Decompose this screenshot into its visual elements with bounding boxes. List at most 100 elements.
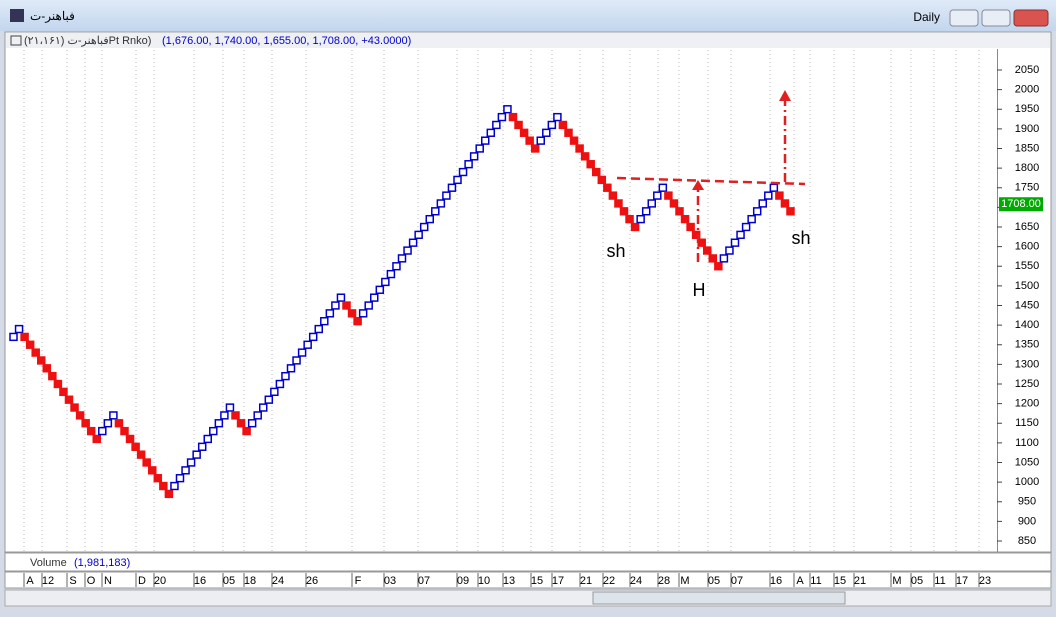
neckline [616,176,806,186]
up-brick [464,160,473,169]
date-label: S [69,575,76,587]
down-brick [619,207,629,216]
y-tick-label: 1050 [1015,456,1039,468]
up-brick [647,199,656,208]
y-tick-label: 1150 [1015,417,1039,429]
up-brick [98,426,107,436]
down-brick [125,434,135,444]
y-tick-label: 950 [1018,496,1036,508]
up-brick [220,411,229,420]
up-brick [536,136,545,145]
up-brick [181,466,190,475]
date-label: 17 [552,575,564,587]
up-brick [275,379,285,389]
down-brick [586,160,595,169]
scroll-thumb[interactable] [592,591,846,605]
up-brick [103,419,113,428]
down-brick [131,442,140,451]
date-label: M [892,575,901,587]
down-brick [608,191,618,200]
up-brick [431,207,440,216]
arrow-head [692,180,704,190]
panel-icon [10,35,22,46]
up-brick [636,214,645,224]
date-label: 26 [306,575,318,587]
up-brick [725,246,734,255]
date-label: 17 [956,575,968,587]
up-brick [375,285,385,294]
down-brick [231,411,240,420]
date-label: 23 [979,575,991,587]
down-brick [775,191,784,200]
window-title: فباهنر-ت [30,9,75,23]
up-brick [764,191,773,200]
up-brick [769,183,779,192]
date-label: O [87,575,96,587]
down-brick [525,136,534,145]
down-brick [603,183,612,192]
date-label: 18 [244,575,256,587]
scrollbar[interactable] [4,589,1052,607]
up-brick [270,387,279,397]
up-brick [719,254,729,263]
up-brick [425,214,434,224]
down-brick [564,128,573,137]
up-brick [392,262,401,271]
up-brick [225,403,235,412]
minimize-button[interactable] [949,9,979,27]
y-tick-label: 900 [1018,515,1036,527]
up-brick [325,309,335,318]
up-brick [408,238,418,247]
date-label: 24 [272,575,284,587]
up-brick [308,332,318,342]
date-label: 12 [42,575,54,587]
volume-label: Volume [30,557,67,569]
up-brick [442,191,451,200]
up-brick [758,199,767,208]
y-tick-label: 1250 [1015,378,1039,390]
date-label: 21 [854,575,866,587]
date-label: 11 [810,575,821,587]
date-label: 10 [478,575,490,587]
down-brick [630,222,640,232]
chart-header [6,33,1050,48]
up-brick [458,167,468,177]
down-brick [714,262,723,271]
date-label: A [796,575,804,587]
date-label: 07 [731,575,743,587]
axis-line [997,49,998,552]
down-brick [136,450,146,459]
y-tick-label: 1000 [1015,476,1039,488]
up-brick [403,246,412,255]
down-brick [159,481,168,491]
chart-header-text: فباهنر-ت (۲۱،۱۶۱)Pt Rnko) [24,35,151,47]
close-button[interactable] [1013,9,1049,27]
date-label: A [26,575,34,587]
up-brick [186,458,196,467]
annotation: H [693,280,706,300]
y-tick-label: 1500 [1015,280,1039,292]
y-tick-label: 1400 [1015,319,1039,331]
up-brick [203,434,212,444]
up-brick [475,144,484,153]
up-brick [9,332,18,342]
down-brick [142,458,151,467]
down-brick [664,191,673,200]
down-brick [86,426,96,436]
up-brick [503,105,512,114]
down-brick [342,301,351,310]
down-brick [625,214,634,224]
maximize-button[interactable] [981,9,1011,27]
down-brick [120,426,129,436]
up-brick [209,426,218,436]
y-tick-label: 1350 [1015,339,1039,351]
down-brick [508,112,518,122]
app-icon [10,9,24,22]
up-brick [253,411,262,420]
up-brick [370,293,379,302]
up-brick [730,238,740,247]
up-brick [653,191,662,200]
down-brick [680,214,690,224]
interval: Daily [913,10,940,24]
